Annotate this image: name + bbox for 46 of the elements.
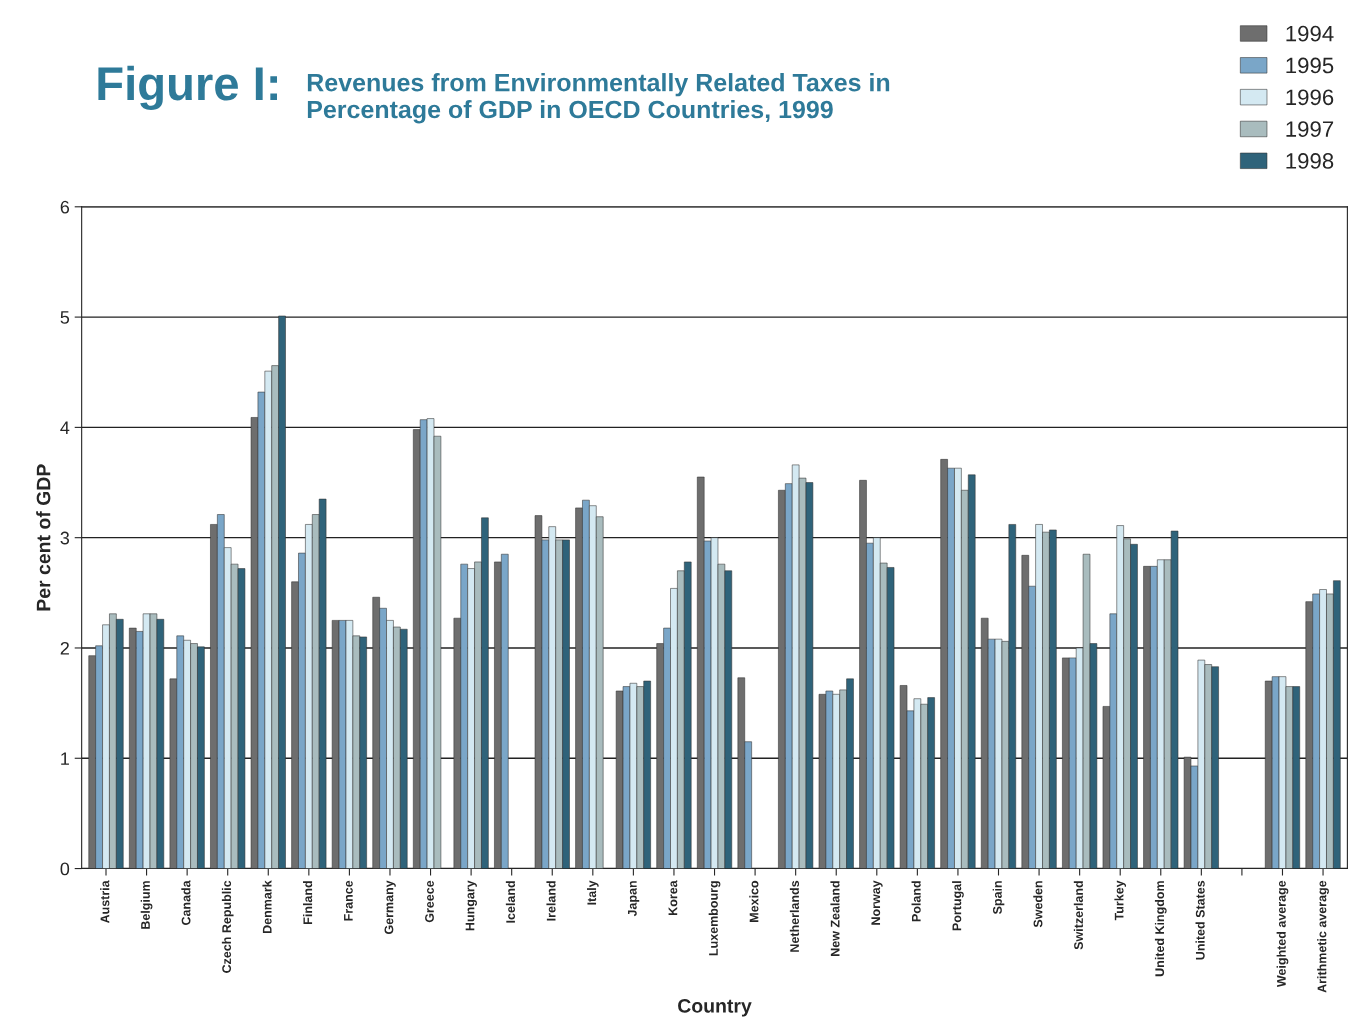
x-tick-label: United Kingdom bbox=[1154, 881, 1167, 977]
x-tick-label: Greece bbox=[425, 880, 434, 923]
x-tick-label: Switzerland bbox=[1073, 881, 1083, 950]
y-tick-label: 1 bbox=[61, 752, 69, 765]
x-tick-label: Iceland bbox=[505, 881, 516, 923]
legend-label: 1998 bbox=[1286, 153, 1334, 169]
x-tick-label: Weighted average bbox=[1276, 880, 1289, 988]
x-tick-label: Austria bbox=[100, 880, 110, 924]
x-tick-label: Japan bbox=[628, 881, 640, 917]
legend-label: 1996 bbox=[1286, 89, 1334, 106]
legend-label: 1997 bbox=[1286, 121, 1334, 137]
chart-title: Figure I: bbox=[98, 65, 277, 110]
y-tick-label: 3 bbox=[60, 531, 70, 545]
x-tick-label: Germany bbox=[384, 880, 396, 935]
x-tick-label: Poland bbox=[911, 881, 921, 922]
y-tick-label: 5 bbox=[60, 311, 70, 324]
legend-label: 1994 bbox=[1286, 25, 1334, 42]
chart-subtitle: Revenues from Environmentally Related Taxes in Percentage of GDP in OECD Countries, 1999 bbox=[307, 73, 890, 124]
y-tick-label: 6 bbox=[60, 200, 70, 214]
x-tick-label: Mexico bbox=[749, 880, 759, 922]
x-tick-label: Portugal bbox=[952, 881, 964, 931]
x-tick-label: Korea bbox=[668, 880, 678, 915]
x-tick-label: Finland bbox=[303, 881, 313, 924]
x-tick-label: Canada bbox=[181, 880, 191, 925]
x-tick-label: Arithmetic average bbox=[1317, 880, 1329, 993]
y-tick-label: 0 bbox=[60, 862, 70, 876]
x-tick-label: New Zealand bbox=[830, 881, 840, 956]
x-tick-label: Italy bbox=[586, 880, 599, 905]
y-tick-label: 4 bbox=[60, 421, 70, 434]
x-tick-label: Sweden bbox=[1033, 881, 1043, 928]
x-tick-label: Spain bbox=[992, 881, 1005, 915]
x-tick-label: Denmark bbox=[262, 880, 272, 934]
x-tick-label: Netherlands bbox=[789, 880, 800, 952]
x-tick-label: Luxembourg bbox=[708, 881, 721, 956]
x-tick-label: Czech Republic bbox=[221, 880, 234, 973]
x-tick-label: Turkey bbox=[1114, 880, 1127, 921]
x-tick-label: Hungary bbox=[465, 880, 477, 931]
x-tick-label: Belgium bbox=[140, 881, 153, 929]
x-tick-label: United States bbox=[1195, 880, 1205, 960]
legend-label: 1995 bbox=[1286, 57, 1334, 74]
x-tick-label: Norway bbox=[871, 880, 883, 925]
x-axis-title: Country bbox=[678, 998, 752, 1017]
x-tick-label: France bbox=[344, 880, 353, 921]
y-axis-title: Per cent of GDP bbox=[36, 464, 51, 611]
x-tick-label: Ireland bbox=[546, 881, 556, 921]
y-tick-label: 2 bbox=[60, 641, 69, 655]
